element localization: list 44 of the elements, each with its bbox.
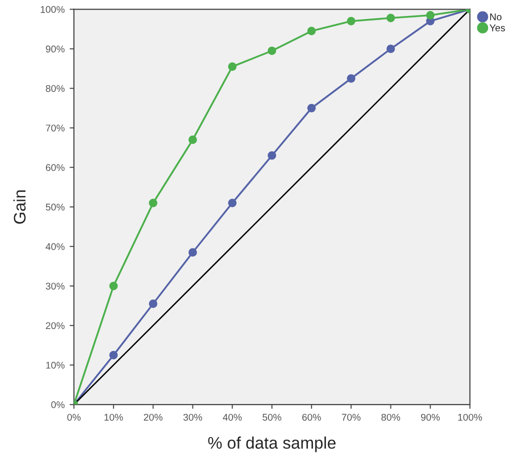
point — [228, 62, 237, 71]
point — [386, 14, 395, 22]
legend-label: Yes — [490, 24, 505, 32]
y-tick-label: 0% — [51, 401, 65, 408]
point — [307, 104, 316, 112]
point — [109, 350, 118, 360]
y-tick-label: 90% — [46, 46, 65, 52]
y-tick-label: 60% — [46, 164, 65, 172]
x-tick-label: 0% — [67, 414, 81, 421]
x-tick-label: 20% — [144, 414, 163, 421]
point — [148, 198, 158, 208]
point — [346, 16, 356, 26]
point — [188, 136, 197, 144]
y-tick-label: 70% — [46, 124, 65, 132]
point — [268, 151, 276, 160]
x-tick-label: 90% — [421, 414, 440, 421]
y-tick-label: 80% — [46, 85, 65, 92]
point — [148, 300, 158, 308]
x-tick-label: 30% — [183, 414, 202, 421]
y-tick-label: 30% — [46, 282, 65, 290]
point — [346, 74, 356, 83]
point — [188, 248, 197, 257]
x-tick-label: 70% — [342, 414, 361, 421]
line-series — [74, 9, 470, 405]
y-tick-label: 20% — [46, 322, 65, 330]
point — [268, 46, 276, 56]
x-tick-label: 100% — [458, 414, 482, 421]
point — [307, 26, 316, 36]
y-tick-label: 100% — [40, 6, 65, 13]
x-tick-label: 40% — [222, 414, 242, 421]
x-axis-title: % of data sample — [208, 436, 336, 452]
x-tick-label: 50% — [262, 414, 282, 421]
point — [228, 198, 237, 208]
y-axis-title: Gain — [13, 190, 26, 224]
point — [426, 11, 435, 20]
x-tick-label: 80% — [381, 414, 400, 421]
point — [386, 44, 395, 54]
y-tick-label: 40% — [46, 243, 65, 250]
legend-label: No — [490, 14, 502, 20]
x-tick-label: 10% — [104, 414, 123, 421]
y-tick-label: 50% — [46, 204, 65, 211]
x-tick-label: 60% — [302, 414, 321, 421]
y-tick-label: 10% — [46, 362, 65, 369]
point — [109, 282, 118, 290]
